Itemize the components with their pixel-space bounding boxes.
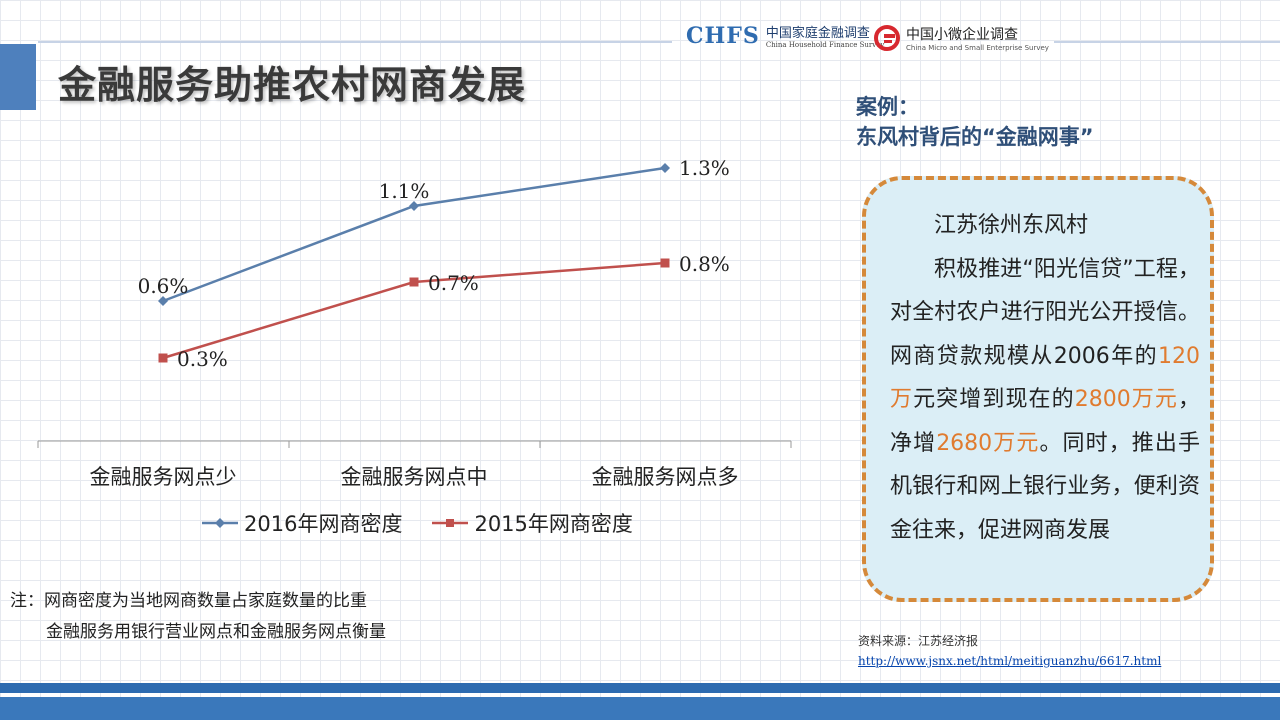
- page-title: 金融服务助推农村网商发展: [58, 63, 527, 107]
- title-accent-bar: [0, 44, 36, 110]
- case-text: 江苏徐州东风村 积极推进“阳光信贷”工程，对全村农户进行阳光公开授信。网商贷款规…: [890, 204, 1200, 552]
- data-point: [409, 277, 419, 287]
- legend-item-2015: 2015年网商密度: [430, 508, 633, 538]
- series-line: [162, 261, 666, 360]
- chfs-logo: CHFS 中国家庭金融调查 China Household Finance Su…: [686, 22, 885, 50]
- data-label: 0.8%: [679, 252, 730, 276]
- chart-note: 注：网商密度为当地网商数量占家庭数量的比重 金融服务用银行营业网点和金融服务网点…: [10, 586, 386, 648]
- data-point: [660, 258, 670, 268]
- data-label: 0.6%: [138, 274, 189, 298]
- chart-legend: 2016年网商密度 2015年网商密度: [200, 508, 633, 538]
- case-highlight-120: 120万: [890, 343, 1200, 413]
- header-rule-right: [1054, 41, 1280, 43]
- cmse-logo-cn: 中国小微企业调查: [906, 27, 1018, 43]
- data-point: [158, 353, 168, 363]
- cmse-logo-en: China Micro and Small Enterprise Survey: [906, 44, 1049, 52]
- x-tick-label: 金融服务网点少: [90, 465, 237, 489]
- case-highlight-2680: 2680万元: [936, 430, 1040, 456]
- case-heading-title: 东风村背后的“金融网事”: [856, 125, 1094, 149]
- data-point: [660, 163, 670, 173]
- cmse-logo-icon: [874, 25, 900, 51]
- case-text-d: 。同时，推出手机银行和网上银行业务，便利资金往来，促进网商发展: [890, 430, 1200, 543]
- chfs-logo-cn: 中国家庭金融调查: [765, 26, 870, 41]
- cmse-logo: 中国小微企业调查 China Micro and Small Enterpris…: [874, 24, 1049, 52]
- line-chart: 金融服务网点少 金融服务网点中 金融服务网点多 0.6% 1.1% 1.3% 0.3% 0.…: [37, 156, 792, 489]
- case-highlight-2800: 2800万元: [1074, 387, 1178, 412]
- data-label: 1.3%: [679, 156, 730, 180]
- case-heading-label: 案例：: [856, 95, 919, 119]
- legend-marker-2016-icon: [202, 518, 238, 528]
- data-point: [158, 296, 168, 306]
- case-paragraph-body: 积极推进“阳光信贷”工程，对全村农户进行阳光公开授信。网商贷款规模从2006年的…: [890, 248, 1200, 553]
- source-label: 资料来源：江苏经济报: [858, 634, 979, 648]
- case-text-b: 元突增到现在的: [913, 387, 1075, 412]
- header-rule-left: [38, 41, 672, 43]
- chfs-logo-en: China Household Finance Survey: [765, 41, 885, 49]
- note-line-2: 金融服务用银行营业网点和金融服务网点衡量: [46, 622, 386, 642]
- footer-band-bottom: [0, 697, 1280, 720]
- legend-label-2016: 2016年网商密度: [244, 512, 403, 536]
- legend-label-2015: 2015年网商密度: [474, 512, 633, 536]
- case-text-a: 积极推进“阳光信贷”工程，对全村农户进行阳光公开授信。网商贷款规模从2006年的: [890, 256, 1200, 369]
- source-link[interactable]: http://www.jsnx.net/html/meitiguanzhu/66…: [858, 654, 1162, 668]
- data-label: 1.1%: [379, 179, 430, 203]
- case-box: [862, 176, 1214, 602]
- data-point: [409, 201, 419, 211]
- legend-marker-2015-icon: [432, 519, 469, 527]
- note-line-1: 注：网商密度为当地网商数量占家庭数量的比重: [10, 591, 367, 611]
- data-label: 0.3%: [177, 347, 228, 371]
- legend-item-2016: 2016年网商密度: [200, 508, 402, 538]
- x-tick-label: 金融服务网点中: [341, 465, 488, 489]
- footer-band-top: [0, 683, 1280, 693]
- case-text-c: ，净增: [890, 387, 1200, 456]
- case-heading: 案例： 东风村背后的“金融网事”: [856, 92, 1094, 152]
- data-label: 0.7%: [428, 271, 479, 295]
- x-tick-label: 金融服务网点多: [592, 465, 739, 489]
- chfs-logo-mark: CHFS: [686, 22, 760, 49]
- case-paragraph-location: 江苏徐州东风村: [934, 213, 1089, 238]
